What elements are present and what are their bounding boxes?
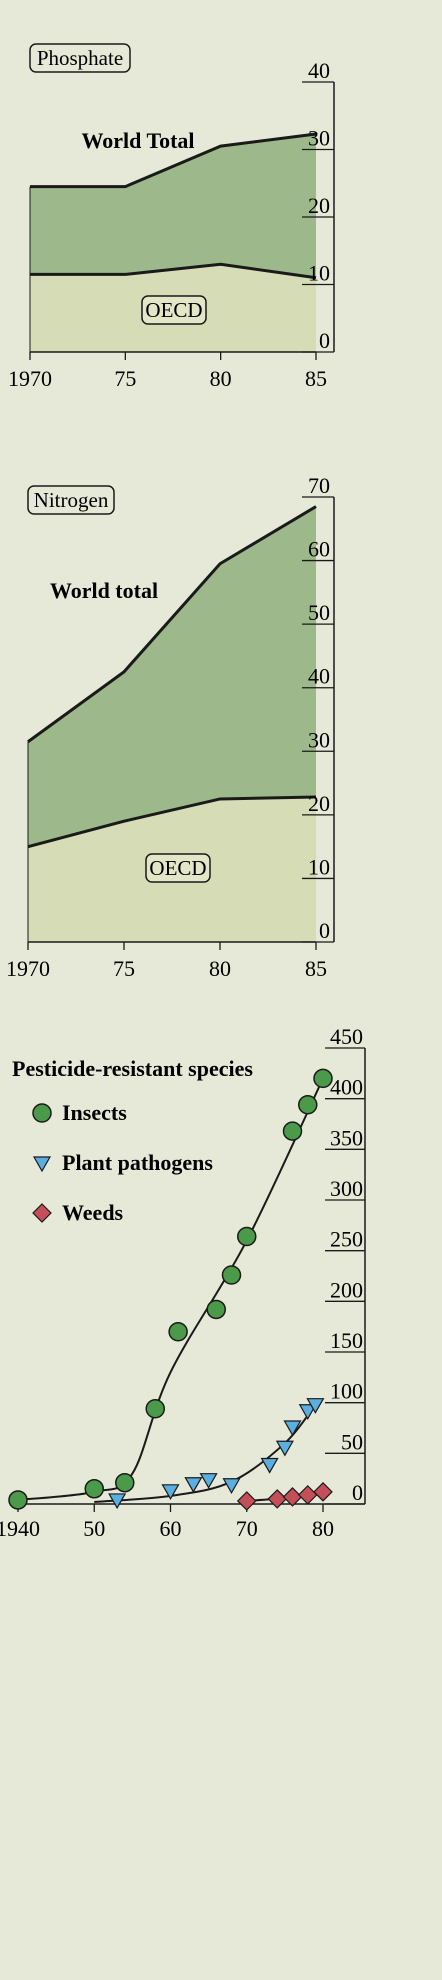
pest-x-label-1960: 60 (160, 1516, 182, 1541)
ph-y-label-30: 30 (308, 126, 330, 151)
pest-point-insects-4 (168, 1321, 188, 1342)
ph-x-label-1975: 75 (114, 366, 136, 391)
pest-x-label-1970: 70 (236, 1516, 258, 1541)
pest-y-label-350: 350 (330, 1125, 363, 1150)
pest-point-insects-3 (145, 1398, 165, 1419)
nitrogen-world-label: World total (50, 578, 158, 603)
pest-point-plant-pathogens-3 (199, 1473, 218, 1489)
pest-y-label-450: 450 (330, 1024, 363, 1049)
pest-y-label-250: 250 (330, 1227, 363, 1252)
pest-x-label-1980: 80 (312, 1516, 334, 1541)
pest-point-plant-pathogens-9 (306, 1398, 325, 1414)
ni-x-label-1980: 80 (209, 956, 231, 981)
ni-world-line (27, 505, 317, 743)
legend-label-2: Weeds (62, 1200, 124, 1225)
phosphate-chart: 0 10 20 30 40 1970 75 80 85 Phosphate World Tota… (8, 43, 335, 391)
phosphate-oecd-box (141, 295, 207, 325)
nitrogen-title-box (27, 485, 115, 515)
pest-point-plant-pathogens-1 (161, 1484, 180, 1501)
phosphate-title: Phosphate (37, 46, 123, 70)
pest-point-plant-pathogens-4 (222, 1478, 241, 1494)
ni-y-label-30: 30 (308, 727, 330, 752)
ph-x-label-1985: 85 (305, 366, 327, 391)
pest-x-label-1950: 50 (83, 1516, 105, 1541)
pest-point-weeds-4 (313, 1481, 333, 1502)
pest-y-label-0: 0 (352, 1480, 363, 1505)
pest-point-insects-6 (221, 1265, 242, 1285)
pest-y-label-150: 150 (330, 1328, 363, 1353)
ph-x-label-1970: 1970 (8, 366, 52, 391)
pest-x-label-1940: 1940 (0, 1516, 40, 1541)
ph-oecd-line (30, 262, 317, 280)
ni-y-label-20: 20 (308, 791, 330, 816)
pest-point-plant-pathogens-6 (275, 1440, 294, 1457)
pest-point-insects-0 (8, 1490, 28, 1510)
ph-y-label-40: 40 (308, 58, 330, 83)
pesticide-chart: Pesticide-resistant species Insects Plant… (0, 1024, 366, 1541)
pest-point-plant-pathogens-5 (260, 1457, 279, 1474)
nitrogen-oecd-box (145, 853, 211, 883)
pest-point-insects-2 (115, 1472, 135, 1493)
pest-point-insects-1 (84, 1479, 104, 1499)
ni-x-label-1970: 1970 (6, 956, 50, 981)
pest-point-plant-pathogens-7 (283, 1420, 302, 1437)
pest-y-label-300: 300 (330, 1176, 363, 1201)
legend-marker-2 (32, 1203, 52, 1223)
ni-oecd-line (27, 795, 317, 849)
phosphate-oecd-label: OECD (145, 298, 202, 322)
legend-label-0: Insects (62, 1100, 127, 1125)
pest-y-label-100: 100 (330, 1379, 363, 1404)
legend-marker-1 (32, 1156, 52, 1173)
pesticide-title: Pesticide-resistant species (12, 1056, 253, 1081)
nitrogen-oecd-label: OECD (149, 856, 206, 880)
nitrogen-title: Nitrogen (34, 488, 109, 512)
pest-point-weeds-2 (282, 1487, 303, 1507)
pest-point-insects-9 (298, 1094, 318, 1115)
pest-y-label-200: 200 (330, 1277, 363, 1302)
pest-point-insects-7 (237, 1226, 257, 1247)
ph-y-label-10: 10 (308, 261, 330, 286)
ni-y-label-50: 50 (308, 600, 330, 625)
ni-y-label-40: 40 (308, 664, 330, 689)
ni-y-label-60: 60 (308, 537, 330, 562)
legend-label-1: Plant pathogens (62, 1150, 213, 1175)
pest-point-plant-pathogens-2 (184, 1477, 203, 1493)
pest-point-insects-8 (282, 1121, 303, 1141)
pest-y-label-400: 400 (330, 1075, 363, 1100)
ph-y-label-0: 0 (319, 328, 330, 353)
pest-point-weeds-1 (267, 1489, 288, 1509)
ni-y-label-10: 10 (308, 854, 330, 879)
pest-point-plant-pathogens-8 (298, 1404, 317, 1420)
ni-y-label-70: 70 (308, 473, 330, 498)
pest-point-insects-10 (313, 1068, 333, 1089)
phosphate-world-label: World Total (81, 128, 194, 153)
ph-world-line (30, 132, 317, 189)
nitrogen-chart: 0 10 20 30 40 50 60 70 1970 75 80 85 Nitrogen World… (6, 473, 335, 981)
ph-x-label-1980: 80 (210, 366, 232, 391)
ni-x-label-1975: 75 (113, 956, 135, 981)
legend-marker-0 (32, 1103, 52, 1123)
pest-point-weeds-0 (236, 1491, 257, 1511)
ph-y-label-20: 20 (308, 193, 330, 218)
pest-y-label-50: 50 (341, 1429, 363, 1454)
pest-point-weeds-3 (297, 1485, 318, 1505)
phosphate-title-box (29, 43, 131, 73)
ni-y-label-0: 0 (319, 918, 330, 943)
pest-point-plant-pathogens-0 (108, 1493, 127, 1510)
pest-point-insects-5 (206, 1299, 226, 1320)
ni-x-label-1985: 85 (305, 956, 327, 981)
insects-trend-line (17, 1077, 324, 1501)
